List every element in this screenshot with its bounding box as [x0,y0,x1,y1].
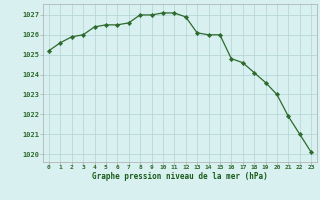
X-axis label: Graphe pression niveau de la mer (hPa): Graphe pression niveau de la mer (hPa) [92,172,268,181]
